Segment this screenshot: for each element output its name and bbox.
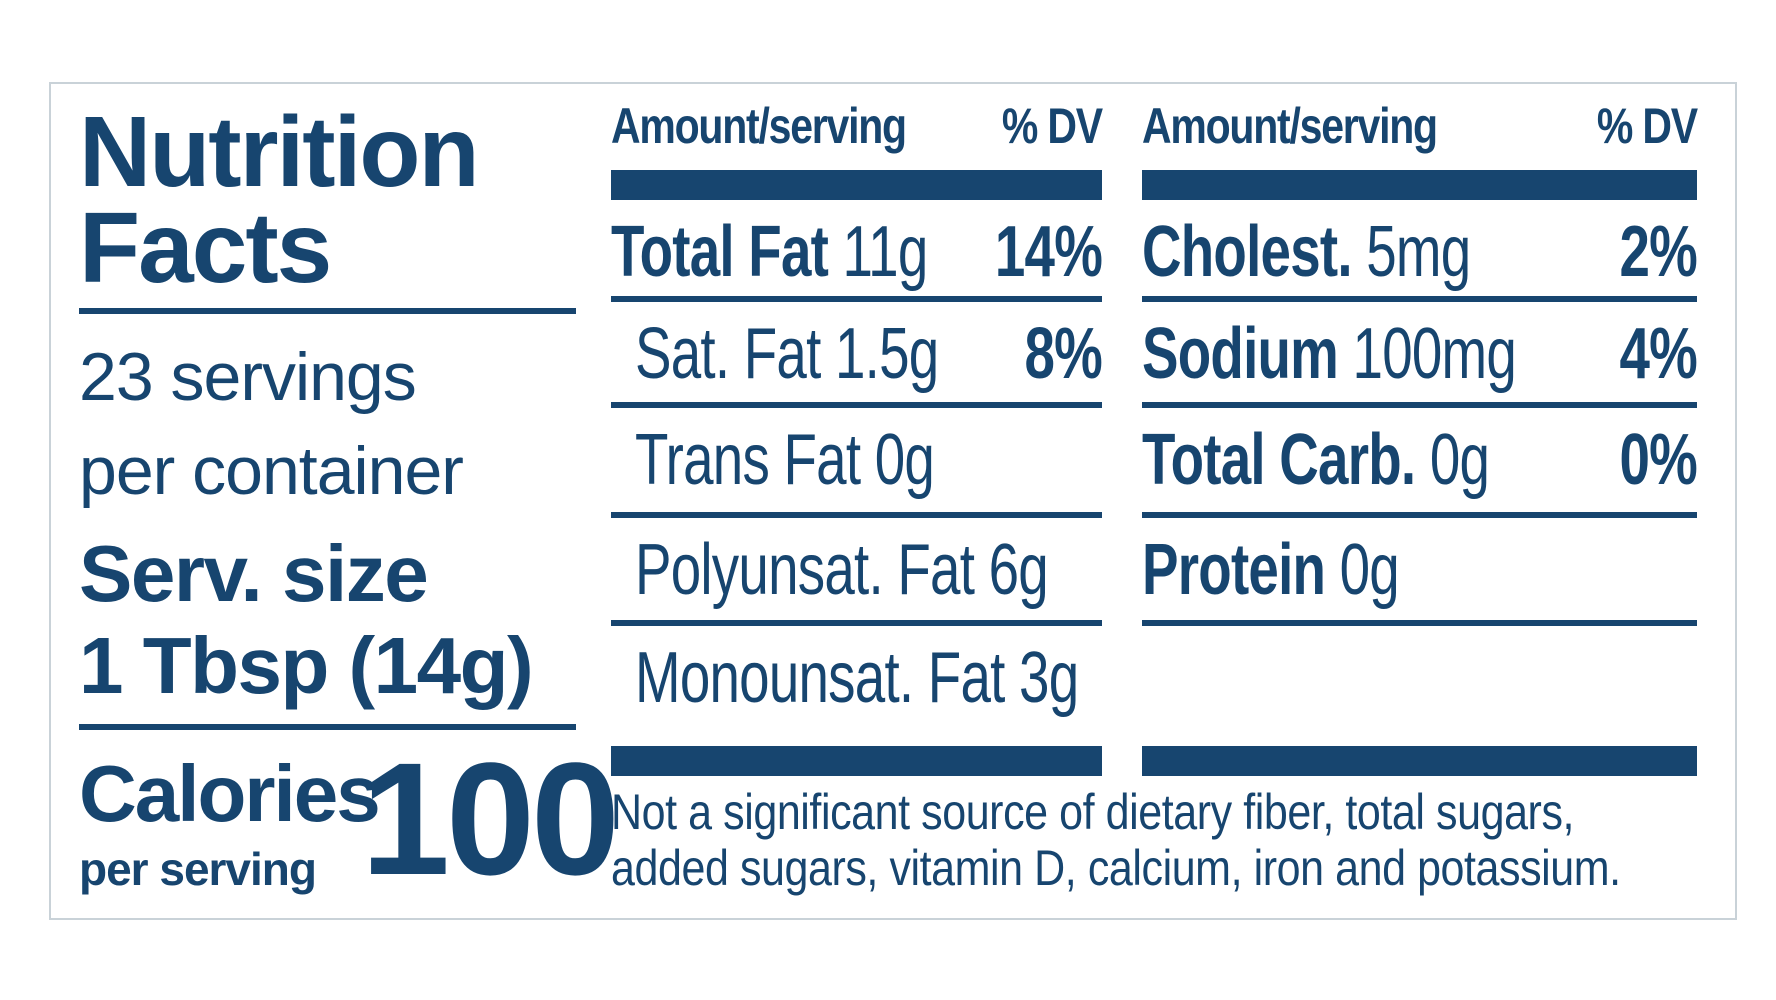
nutrient-amount: 100mg xyxy=(1352,314,1517,394)
thick-bar xyxy=(611,170,1102,200)
percent-dv-header: % DV xyxy=(1002,98,1103,154)
thick-bar xyxy=(1142,170,1697,200)
nutrient-name: Polyunsat. Fat xyxy=(635,530,975,610)
nutrient-amount: 11g xyxy=(842,212,929,292)
nutrient-name: Total Carb. xyxy=(1142,420,1416,500)
title-line-1: Nutrition xyxy=(79,96,480,208)
title-line-2: Facts xyxy=(79,192,332,304)
footnote: Not a significant source of dietary fibe… xyxy=(611,784,1621,896)
nutrient-name: Protein xyxy=(1142,530,1326,610)
row-divider xyxy=(1142,620,1697,626)
nutrient-row-polyunsat-fat: Polyunsat. Fat 6g xyxy=(611,518,1102,622)
calories-label: Calories xyxy=(79,749,381,838)
divider-rule xyxy=(79,308,576,314)
nutrient-name: Monounsat. Fat xyxy=(635,638,1005,718)
nutrient-row-total-fat: Total Fat 11g 14% xyxy=(611,200,1103,304)
column-header: Amount/serving % DV xyxy=(1142,96,1698,156)
row-divider xyxy=(611,512,1102,518)
servings-line-1: 23 servings xyxy=(79,339,417,415)
serving-size: Serv. size 1 Tbsp (14g) xyxy=(79,528,534,712)
nutrient-dv: 4% xyxy=(1619,314,1697,394)
calories-value: 100 xyxy=(361,729,620,908)
nutrient-row-sat-fat: Sat. Fat 1.5g 8% xyxy=(611,302,1103,406)
servings-per-container: 23 servings per container xyxy=(79,330,464,518)
nutrient-dv: 8% xyxy=(1024,314,1102,394)
nutrient-row-protein: Protein 0g xyxy=(1142,518,1697,622)
nutrient-dv: 2% xyxy=(1619,212,1697,292)
nutrient-amount: 0g xyxy=(1339,530,1400,610)
nutrient-row-total-carb: Total Carb. 0g 0% xyxy=(1142,408,1698,512)
nutrition-facts-title: Nutrition Facts xyxy=(79,96,480,304)
nutrient-row-sodium: Sodium 100mg 4% xyxy=(1142,302,1698,406)
row-divider xyxy=(1142,512,1697,518)
nutrient-amount: 0g xyxy=(1429,420,1490,500)
thick-bar xyxy=(611,746,1102,776)
serving-size-value: 1 Tbsp (14g) xyxy=(79,621,534,710)
nutrient-dv: 0% xyxy=(1619,420,1697,500)
nutrient-row-cholesterol: Cholest. 5mg 2% xyxy=(1142,200,1698,304)
label-summary: Nutrition Facts 23 servings per containe… xyxy=(79,84,620,918)
row-divider xyxy=(1142,296,1697,302)
row-divider xyxy=(611,296,1102,302)
row-divider xyxy=(611,402,1102,408)
nutrient-name: Sat. Fat xyxy=(635,314,821,394)
nutrient-name: Cholest. xyxy=(1142,212,1353,292)
column-header: Amount/serving % DV xyxy=(611,96,1103,156)
nutrient-amount: 6g xyxy=(988,530,1049,610)
row-divider xyxy=(1142,402,1697,408)
nutrient-amount: 1.5g xyxy=(834,314,939,394)
nutrient-name: Sodium xyxy=(1142,314,1339,394)
nutrient-dv: 14% xyxy=(994,212,1103,292)
nutrient-amount: 5mg xyxy=(1366,212,1471,292)
thick-bar xyxy=(1142,746,1697,776)
divider-rule xyxy=(79,724,576,730)
nutrient-amount: 0g xyxy=(874,420,935,500)
nutrient-name: Total Fat xyxy=(611,212,829,292)
nutrition-facts-panel: Nutrition Facts 23 servings per containe… xyxy=(49,82,1737,920)
nutrient-name: Trans Fat xyxy=(635,420,861,500)
percent-dv-header: % DV xyxy=(1597,98,1698,154)
nutrient-row-trans-fat: Trans Fat 0g xyxy=(611,408,1102,512)
row-divider xyxy=(611,620,1102,626)
calories-per-serving-label: per serving xyxy=(79,843,317,895)
nutrient-row-monounsat-fat: Monounsat. Fat 3g xyxy=(611,626,1102,730)
amount-per-serving-header: Amount/serving xyxy=(1142,98,1438,154)
servings-line-2: per container xyxy=(79,433,464,509)
nutrient-amount: 3g xyxy=(1019,638,1079,718)
amount-per-serving-header: Amount/serving xyxy=(611,98,907,154)
serving-size-label: Serv. size xyxy=(79,529,429,618)
